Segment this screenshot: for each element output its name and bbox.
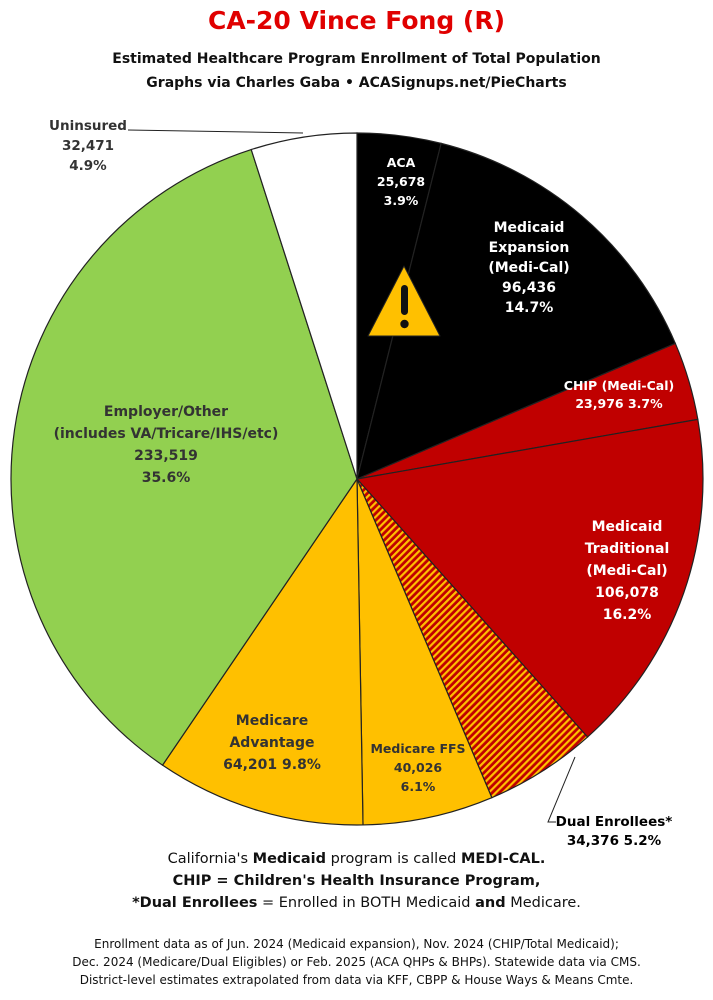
note-text: = Enrolled in BOTH Medicaid [257, 895, 476, 911]
slice-label: CHIP (Medi-Cal) [564, 378, 674, 393]
note-bold: Medicaid [252, 851, 326, 867]
pie-slice-employer-other-includes-va-tricare-ihs-etc [10, 148, 358, 767]
slice-label: 4.9% [69, 158, 107, 174]
leader-lines [127, 129, 576, 823]
note-text: California's [167, 851, 253, 867]
slice-label: 34,376 5.2% [567, 833, 662, 849]
slice-label: Advantage [229, 735, 314, 751]
chart-subtitle: Estimated Healthcare Program Enrollment … [112, 51, 601, 67]
chip-note: CHIP = Children's Health Insurance Progr… [172, 873, 541, 889]
leader-line [127, 129, 304, 134]
note-bold: MEDI-CAL. [460, 851, 546, 867]
slice-label: 23,976 3.7% [575, 396, 663, 411]
slice-label: 106,078 [595, 585, 659, 601]
footer-line-1: Enrollment data as of Jun. 2024 (Medicai… [94, 937, 619, 951]
slice-label: Uninsured [49, 118, 127, 134]
slice-label: 6.1% [401, 779, 436, 794]
pie-slice-medicaid-expansion-medi-cal [356, 142, 677, 481]
slice-label: 233,519 [134, 448, 198, 464]
chart-credit: Graphs via Charles Gaba • ACASignups.net… [146, 75, 567, 91]
slice-label: 40,026 [394, 760, 443, 775]
footer-line-3: District-level estimates extrapolated fr… [79, 973, 634, 987]
slice-label: 64,201 9.8% [223, 757, 321, 773]
slice-label: 3.9% [384, 193, 419, 208]
slice-label: Dual Enrollees* [556, 814, 673, 830]
slice-label: Medicaid [592, 519, 663, 535]
note-text: Medicare. [505, 895, 581, 911]
slice-label: 35.6% [142, 470, 191, 486]
slice-label: 32,471 [62, 138, 114, 154]
slice-label: (Medi-Cal) [586, 563, 667, 579]
pie-slices [10, 132, 704, 826]
footer-line-2: Dec. 2024 (Medicare/Dual Eligibles) or F… [72, 955, 641, 969]
slice-label: Employer/Other [104, 404, 228, 420]
slice-label: 25,678 [377, 174, 425, 189]
note-bold: *Dual Enrollees [132, 895, 258, 911]
slice-label: Medicare [236, 713, 308, 729]
leader-line [547, 756, 576, 823]
dual-enrollees-note: *Dual Enrollees = Enrolled in BOTH Medic… [0, 895, 713, 911]
warning-triangle-icon [367, 265, 441, 337]
pie-slice-medicare-ffs [356, 478, 493, 826]
medicaid-note: California's Medicaid program is called … [0, 851, 713, 867]
slice-label: ACA [387, 155, 416, 170]
pie-slice-uninsured [250, 132, 358, 480]
slice-label: 16.2% [603, 607, 652, 623]
slice-label: 96,436 [502, 280, 556, 296]
slice-label: (includes VA/Tricare/IHS/etc) [54, 426, 279, 442]
slice-label: 14.7% [505, 300, 554, 316]
slice-labels: ACA 25,678 3.9% Medicaid Expansion (Medi-Cal)… [49, 118, 674, 849]
note-text: program is called [325, 851, 461, 867]
chart-title: CA-20 Vince Fong (R) [207, 6, 506, 35]
pie-slice-medicare-advantage [161, 477, 364, 826]
slice-label: Medicare FFS [370, 741, 465, 756]
slice-label: Medicaid [494, 220, 565, 236]
slice-label: Expansion [489, 240, 570, 256]
slice-label: Traditional [585, 541, 670, 557]
pie-slice-medicaid-traditional-medi-cal [355, 418, 704, 738]
note-bold: and [475, 895, 506, 911]
slice-label: (Medi-Cal) [488, 260, 569, 276]
